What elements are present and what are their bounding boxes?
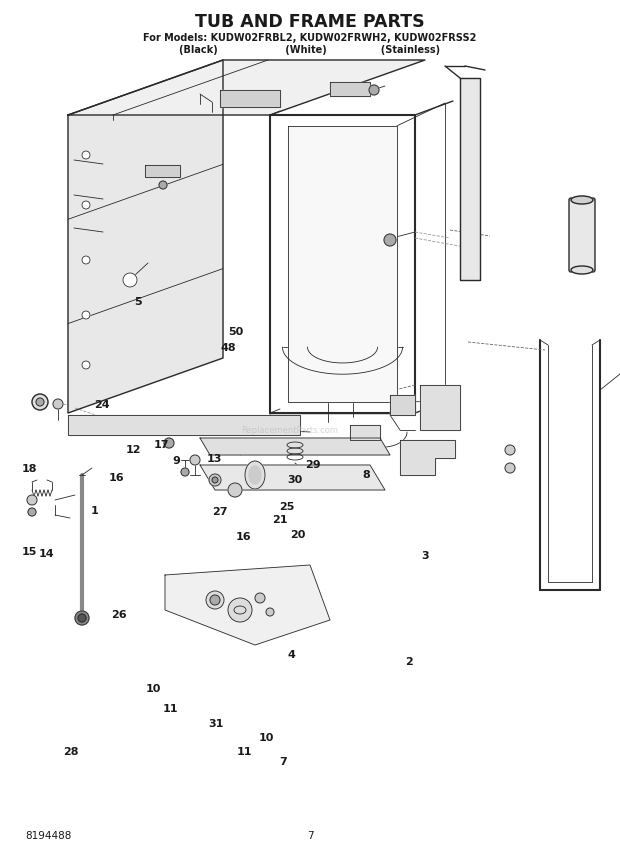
Circle shape [210, 595, 220, 605]
Polygon shape [200, 465, 385, 490]
Circle shape [82, 256, 90, 264]
Text: 11: 11 [162, 704, 179, 714]
Circle shape [36, 398, 44, 406]
Ellipse shape [571, 196, 593, 204]
Polygon shape [330, 82, 370, 96]
Polygon shape [288, 126, 397, 402]
Text: 12: 12 [125, 445, 141, 455]
Polygon shape [390, 395, 415, 415]
Circle shape [206, 591, 224, 609]
Ellipse shape [249, 466, 261, 484]
Circle shape [228, 483, 242, 497]
Text: 16: 16 [108, 473, 125, 483]
Polygon shape [68, 415, 300, 435]
Text: 48: 48 [220, 343, 236, 354]
Circle shape [53, 399, 63, 409]
Text: 14: 14 [38, 549, 55, 559]
Text: 8194488: 8194488 [25, 831, 71, 841]
Text: 2: 2 [405, 657, 413, 667]
Circle shape [190, 455, 200, 465]
Circle shape [209, 474, 221, 486]
Circle shape [28, 508, 36, 516]
Text: 28: 28 [63, 746, 79, 757]
Circle shape [505, 463, 515, 473]
Ellipse shape [245, 461, 265, 489]
Polygon shape [350, 425, 380, 440]
Text: 10: 10 [146, 684, 161, 694]
Circle shape [82, 201, 90, 209]
Text: (Black)                    (White)                (Stainless): (Black) (White) (Stainless) [179, 45, 441, 55]
Polygon shape [165, 565, 330, 645]
Circle shape [212, 477, 218, 483]
Text: 30: 30 [287, 475, 302, 485]
Circle shape [266, 608, 274, 616]
Text: 16: 16 [236, 532, 252, 542]
Text: 13: 13 [206, 454, 221, 464]
Circle shape [181, 468, 189, 476]
Circle shape [82, 361, 90, 369]
Text: For Models: KUDW02FRBL2, KUDW02FRWH2, KUDW02FRSS2: For Models: KUDW02FRBL2, KUDW02FRWH2, KU… [143, 33, 477, 43]
Text: 1: 1 [91, 506, 98, 516]
Text: 5: 5 [134, 297, 141, 307]
Text: 50: 50 [228, 327, 243, 337]
Circle shape [123, 273, 137, 287]
Polygon shape [460, 78, 480, 280]
Circle shape [78, 614, 86, 622]
Polygon shape [200, 438, 390, 455]
Circle shape [32, 394, 48, 410]
Circle shape [369, 85, 379, 95]
Circle shape [164, 438, 174, 448]
Text: 20: 20 [290, 530, 305, 540]
Circle shape [384, 234, 396, 246]
Text: 11: 11 [237, 746, 253, 757]
FancyBboxPatch shape [569, 198, 595, 272]
Circle shape [82, 311, 90, 319]
Text: 9: 9 [173, 455, 180, 466]
Polygon shape [145, 165, 180, 177]
Text: 21: 21 [273, 515, 288, 526]
Text: 31: 31 [208, 719, 223, 729]
Text: 17: 17 [154, 440, 169, 450]
Text: 18: 18 [22, 464, 38, 474]
Circle shape [228, 598, 252, 622]
Text: 7: 7 [307, 831, 313, 841]
Text: 8: 8 [362, 470, 370, 480]
Text: 10: 10 [259, 733, 274, 743]
Text: 3: 3 [421, 551, 428, 562]
Circle shape [159, 181, 167, 189]
Text: ReplacementParts.com: ReplacementParts.com [242, 425, 339, 435]
Text: 29: 29 [305, 460, 321, 470]
Circle shape [82, 151, 90, 159]
Circle shape [255, 593, 265, 603]
Text: 26: 26 [111, 609, 127, 620]
Circle shape [75, 611, 89, 625]
Polygon shape [420, 385, 460, 430]
Circle shape [505, 445, 515, 455]
Ellipse shape [571, 266, 593, 274]
Polygon shape [68, 60, 425, 115]
Polygon shape [68, 60, 223, 413]
Polygon shape [400, 440, 455, 475]
Text: 7: 7 [279, 757, 286, 767]
Text: 15: 15 [22, 547, 37, 557]
Polygon shape [220, 90, 280, 107]
Text: 24: 24 [94, 400, 110, 410]
Text: TUB AND FRAME PARTS: TUB AND FRAME PARTS [195, 13, 425, 31]
Text: 27: 27 [212, 507, 228, 517]
Circle shape [27, 495, 37, 505]
Text: 4: 4 [288, 650, 295, 660]
Text: 25: 25 [279, 502, 294, 512]
